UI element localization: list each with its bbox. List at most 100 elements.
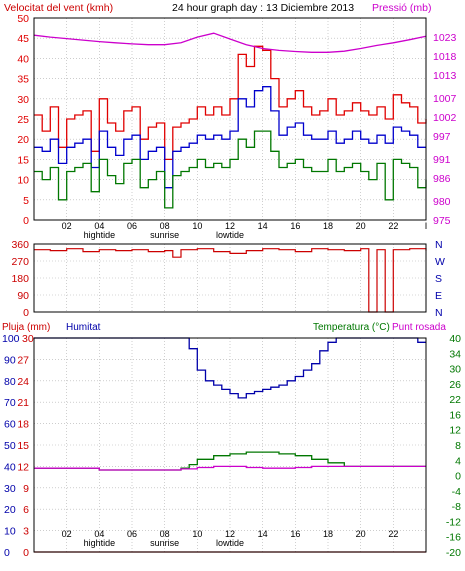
climate-series-punt-rosada xyxy=(34,465,426,471)
event-label-hightide: hightide xyxy=(84,230,116,240)
rain-tick-label: 6 xyxy=(23,504,29,516)
wind-tick-label: 40 xyxy=(17,53,29,65)
hour-tick-label: 22 xyxy=(388,221,398,231)
rain-tick-label: 21 xyxy=(17,397,29,409)
hour-tick-label: 18 xyxy=(323,221,333,231)
pressure-tick-label: 991 xyxy=(433,154,451,166)
wind-tick-label: 50 xyxy=(17,13,29,25)
wind-series-low xyxy=(34,130,427,209)
temperature-axis-label: Temperatura (°C) xyxy=(313,322,390,333)
rain-tick-label: 24 xyxy=(17,376,29,388)
wind-series-pressure xyxy=(33,32,427,53)
event-label-hightide: hightide xyxy=(84,538,116,548)
pressure-tick-label: 975 xyxy=(433,215,451,227)
temperature-tick-label: 12 xyxy=(449,425,461,437)
wind-tick-label: 20 xyxy=(17,134,29,146)
pressure-tick-label: 997 xyxy=(433,131,451,143)
temperature-tick-label: -20 xyxy=(446,547,461,559)
wind-tick-label: 25 xyxy=(17,114,29,126)
wind-tick-label: 15 xyxy=(17,154,29,166)
wind-series-average xyxy=(34,86,426,189)
wind-series-gust xyxy=(34,45,427,161)
hour-tick-label: 04 xyxy=(94,529,104,539)
hour-tick-label: 02 xyxy=(62,529,72,539)
hour-tick-label: 12 xyxy=(225,221,235,231)
wind-tick-label: 45 xyxy=(17,33,29,45)
humidity-tick-label: 40 xyxy=(4,461,16,473)
rain-tick-label: 12 xyxy=(17,461,29,473)
hour-tick-label: 18 xyxy=(323,529,333,539)
temperature-tick-label: 30 xyxy=(449,364,461,376)
chart-layer: 0510152025303540455097598098699199710021… xyxy=(2,13,461,559)
compass-tick-label: S xyxy=(435,273,442,285)
pressure-axis-label: Pressió (mb) xyxy=(372,2,432,14)
temperature-tick-label: 8 xyxy=(455,440,461,452)
rain-tick-label: 18 xyxy=(17,419,29,431)
rain-tick-label: 30 xyxy=(22,333,34,345)
temperature-tick-label: -4 xyxy=(452,486,461,498)
direction-plot-frame xyxy=(33,243,427,313)
humidity-tick-label: 70 xyxy=(4,397,16,409)
wind-tick-label: 30 xyxy=(17,94,29,106)
temperature-tick-label: 34 xyxy=(449,348,461,360)
hour-tick-label: 12 xyxy=(225,529,235,539)
event-label-sunrise: sunrise xyxy=(150,230,179,240)
direction-tick-label: 270 xyxy=(11,256,29,268)
temperature-tick-label: 26 xyxy=(449,379,461,391)
humidity-axis-label: Humitat xyxy=(66,322,101,333)
hour-tick-label: 06 xyxy=(127,529,137,539)
hour-tick-label: 14 xyxy=(258,221,268,231)
hour-tick-label: 22 xyxy=(388,529,398,539)
humidity-tick-label: 50 xyxy=(4,440,16,452)
hour-tick-label: 10 xyxy=(192,221,202,231)
direction-tick-label: 180 xyxy=(11,273,29,285)
wind-plot-frame xyxy=(33,17,427,221)
pressure-tick-label: 1013 xyxy=(433,70,457,82)
humidity-tick-label: 10 xyxy=(4,526,16,538)
temperature-tick-label: 16 xyxy=(449,409,461,421)
humidity-tick-label: 80 xyxy=(4,376,16,388)
hour-tick-label: 08 xyxy=(160,221,170,231)
temperature-tick-label: -8 xyxy=(452,501,461,513)
temperature-tick-label: 22 xyxy=(449,394,461,406)
hour-tick-label: 08 xyxy=(160,529,170,539)
climate-plot-frame xyxy=(33,337,427,553)
hour-tick-label: I xyxy=(425,221,428,231)
pressure-tick-label: 1018 xyxy=(433,51,457,63)
humidity-tick-label: 100 xyxy=(2,333,20,345)
rain-tick-label: 15 xyxy=(17,440,29,452)
temperature-tick-label: 40 xyxy=(449,333,461,345)
pressure-tick-label: 980 xyxy=(433,196,451,208)
wind-tick-label: 5 xyxy=(23,195,29,207)
wind-tick-label: 10 xyxy=(17,175,29,187)
temperature-tick-label: 4 xyxy=(455,455,461,467)
rain-axis-label: Pluja (mm) xyxy=(2,322,50,333)
pressure-tick-label: 986 xyxy=(433,173,451,185)
hour-tick-label: I xyxy=(425,529,428,539)
hour-tick-label: 16 xyxy=(290,529,300,539)
hour-tick-label: 02 xyxy=(62,221,72,231)
compass-tick-label: E xyxy=(435,290,442,302)
pressure-tick-label: 1023 xyxy=(433,32,457,44)
humidity-tick-label: 20 xyxy=(4,504,16,516)
temperature-tick-label: 0 xyxy=(455,471,461,483)
compass-tick-label: N xyxy=(435,307,443,319)
hour-tick-label: 20 xyxy=(356,221,366,231)
hour-tick-label: 16 xyxy=(290,221,300,231)
event-label-lowtide: lowtide xyxy=(216,230,244,240)
wind-tick-label: 35 xyxy=(17,74,29,86)
event-label-lowtide: lowtide xyxy=(216,538,244,548)
hour-tick-label: 20 xyxy=(356,529,366,539)
compass-tick-label: W xyxy=(435,256,445,268)
wind-tick-label: 0 xyxy=(23,215,29,227)
event-label-sunrise: sunrise xyxy=(150,538,179,548)
hour-tick-label: 06 xyxy=(127,221,137,231)
pressure-tick-label: 1002 xyxy=(433,112,457,124)
humidity-tick-label: 0 xyxy=(4,547,10,559)
rain-tick-label: 3 xyxy=(23,526,29,538)
direction-tick-label: 360 xyxy=(11,239,29,251)
direction-tick-label: 0 xyxy=(23,307,29,319)
